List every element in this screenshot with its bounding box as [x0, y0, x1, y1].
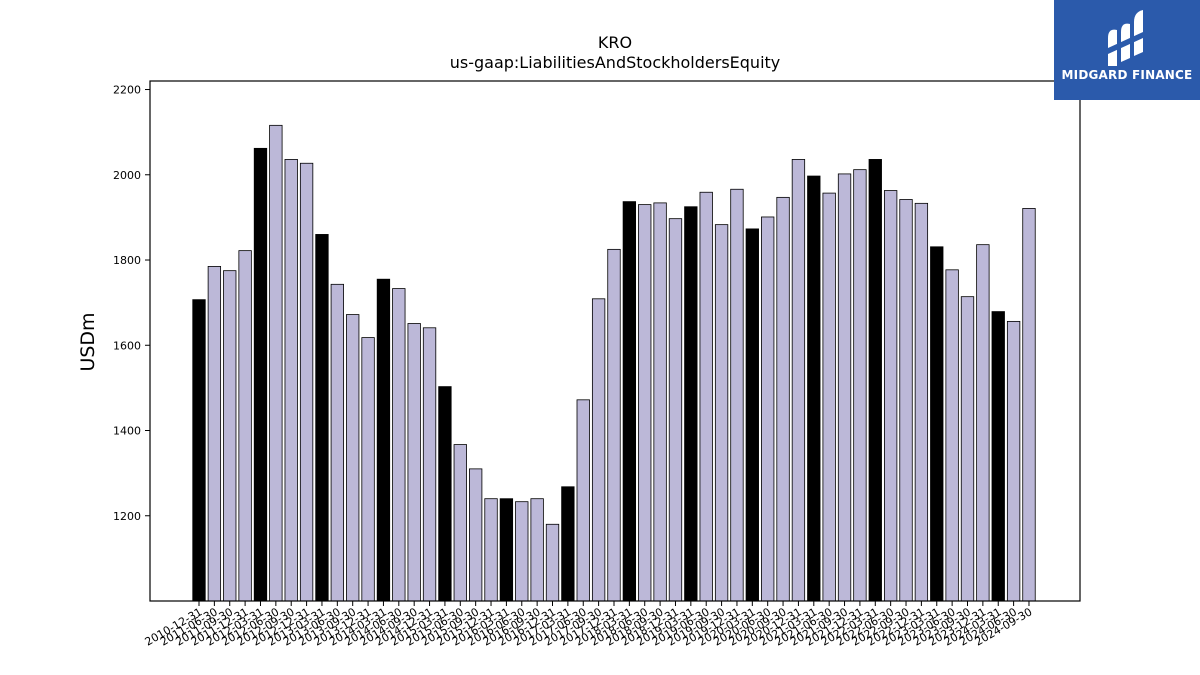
y-axis-label: USDm [77, 312, 99, 371]
bar-2023-09-30 [976, 244, 990, 602]
bar-2022-03-31 [884, 190, 898, 602]
bar-2011-12-31 [253, 147, 268, 602]
bar-2016-09-30 [545, 523, 560, 602]
bar-2020-09-30 [791, 159, 806, 602]
bar-2018-06-30 [653, 202, 667, 602]
bar-2013-09-30 [361, 337, 375, 602]
bar-2022-09-30 [914, 202, 929, 602]
bar-2015-09-30 [484, 498, 498, 602]
bar-2023-06-30 [960, 296, 975, 602]
bar-2017-03-31 [576, 399, 590, 602]
bar-2018-03-31 [638, 204, 652, 602]
bar-2021-06-30 [837, 173, 852, 602]
bar-2017-06-30 [591, 298, 606, 602]
brand-logo: MIDGARD FINANCE [1054, 0, 1200, 100]
bar-2014-03-31 [392, 288, 406, 602]
bar-2016-03-31 [515, 501, 529, 602]
bar-2013-12-31 [376, 278, 391, 602]
bar-2013-06-30 [346, 314, 360, 602]
bar-2017-12-31 [622, 201, 637, 602]
bars-group [192, 124, 1036, 602]
bar-2015-06-30 [469, 468, 483, 602]
bar-2023-03-31 [945, 269, 959, 602]
bar-2014-12-31 [438, 386, 452, 602]
bar-2012-09-30 [299, 162, 314, 602]
bar-2014-09-30 [422, 327, 437, 602]
bar-2011-03-31 [207, 266, 222, 602]
bar-2011-06-30 [223, 270, 237, 602]
y-tick-label: 1200 [113, 510, 141, 523]
bar-2012-03-31 [269, 124, 283, 602]
bar-2019-12-31 [745, 228, 759, 602]
bar-2018-09-30 [668, 218, 683, 602]
bar-2013-03-31 [330, 283, 344, 602]
bar-2019-03-31 [699, 191, 713, 602]
bar-2010-12-31 [192, 299, 206, 602]
bar-2015-03-31 [453, 444, 467, 602]
bar-2021-12-31 [868, 159, 882, 602]
bar-2016-06-30 [530, 498, 544, 602]
chart-title: KRO [598, 33, 632, 52]
midgard-logo-icon [1108, 10, 1143, 66]
bar-2016-12-31 [561, 486, 575, 602]
bar-2019-09-30 [730, 188, 744, 602]
bar-2021-09-30 [853, 169, 867, 602]
bar-2024-03-31 [1006, 320, 1021, 602]
y-tick-label: 1400 [113, 425, 141, 438]
plot-frame [149, 80, 1081, 602]
bar-2021-03-31 [822, 192, 836, 602]
bar-2022-12-31 [930, 246, 944, 602]
bar-2020-03-31 [761, 216, 775, 602]
bar-2018-12-31 [684, 206, 698, 602]
bar-2019-06-30 [714, 224, 729, 602]
y-tick-label: 1800 [113, 254, 141, 267]
bar-2023-12-31 [991, 311, 1005, 602]
bar-2022-06-30 [899, 199, 913, 602]
bar-2015-12-31 [499, 498, 514, 602]
y-tick-label: 1600 [113, 339, 141, 352]
bar-2020-12-31 [807, 175, 821, 602]
bar-2012-12-31 [315, 234, 329, 602]
bar-2020-06-30 [776, 196, 790, 602]
bar-2012-06-30 [284, 159, 298, 602]
y-axis: 1200 1400 1600 1800 2000 2200 [113, 84, 150, 523]
y-tick-label: 2200 [113, 84, 141, 97]
bar-2014-06-30 [407, 323, 421, 602]
chart-subtitle: us-gaap:LiabilitiesAndStockholdersEquity [450, 53, 781, 72]
y-tick-label: 2000 [113, 169, 141, 182]
logo-text: MIDGARD FINANCE [1061, 68, 1193, 82]
bar-2024-06-30 [1022, 208, 1036, 602]
bar-2017-09-30 [607, 248, 621, 602]
x-axis: 2010-12-312011-06-302011-09-302011-12-31… [143, 601, 1034, 649]
bar-2011-09-30 [238, 250, 252, 602]
